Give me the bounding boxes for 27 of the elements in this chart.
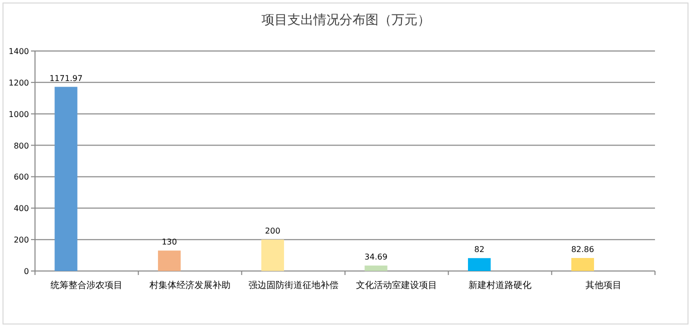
y-tick-label: 0: [24, 267, 29, 276]
y-tick-label: 600: [14, 172, 29, 182]
chart-title: 项目支出情况分布图（万元）: [262, 13, 430, 28]
y-tick-label: 400: [14, 204, 29, 214]
bar: [571, 258, 594, 271]
x-tick-label: 统筹整合涉农项目: [50, 280, 123, 291]
bar: [158, 250, 181, 271]
bar: [468, 258, 491, 271]
data-label: 34.69: [364, 252, 388, 262]
data-label: 82.86: [571, 244, 594, 254]
y-tick-label: 800: [14, 141, 29, 150]
data-label: 82: [474, 245, 484, 254]
x-tick-label: 强边固防街道征地补偿: [248, 280, 338, 291]
x-tick-label: 村集体经济发展补助: [148, 280, 230, 291]
bar: [54, 86, 78, 271]
y-tick-label: 1000: [8, 110, 29, 119]
y-tick-label: 1200: [8, 78, 29, 88]
y-tick-label: 1400: [8, 47, 29, 56]
y-tick-label: 200: [14, 236, 29, 245]
bar: [261, 240, 284, 271]
x-tick-label: 其他项目: [585, 280, 622, 291]
data-label: 200: [265, 226, 280, 236]
x-tick-label: 文化活动室建设项目: [356, 280, 438, 291]
x-tick-label: 新建村道路硬化: [468, 280, 532, 291]
data-label: 1171.97: [49, 74, 83, 83]
bar: [364, 266, 388, 271]
data-label: 130: [162, 238, 177, 247]
